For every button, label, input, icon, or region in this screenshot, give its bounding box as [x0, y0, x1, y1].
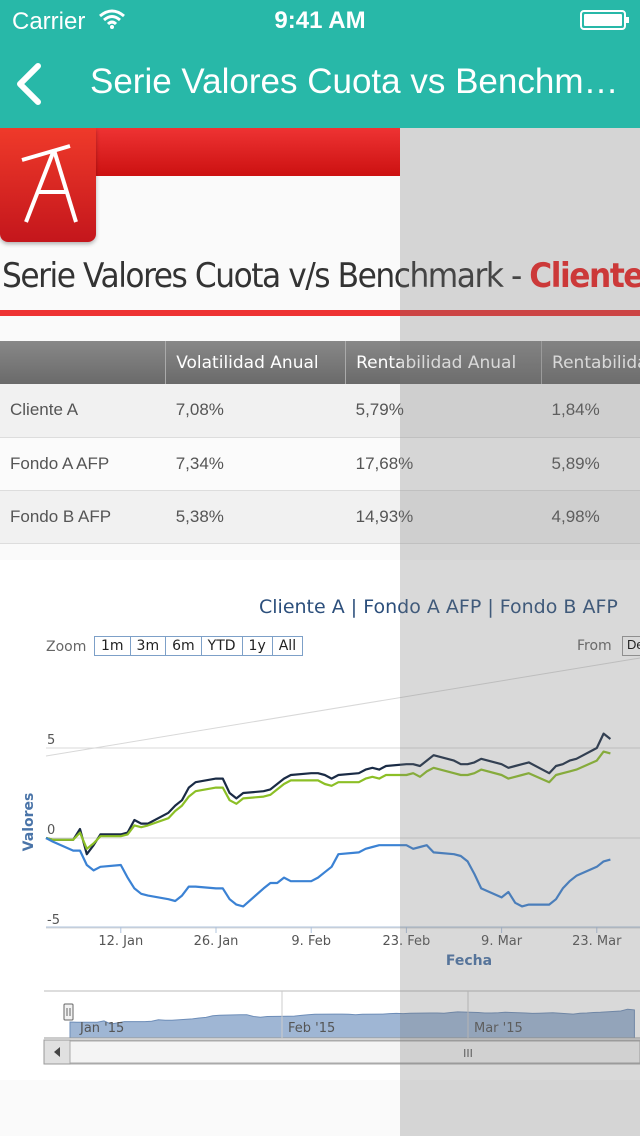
clock: 9:41 AM [274, 7, 366, 34]
zoom-3m-button[interactable]: 3m [129, 636, 167, 656]
x-tick-label: 12. Jan [98, 934, 143, 949]
table-header-cell: Rentabilidad [541, 341, 640, 384]
series-line-2 [45, 750, 611, 850]
chart-title: Cliente A | Fondo A AFP | Fondo B AFP [259, 596, 618, 618]
x-tick-label: 23. Feb [382, 934, 430, 949]
zoom-ytd-button[interactable]: YTD [200, 636, 243, 656]
zoom-1m-button[interactable]: 1m [94, 636, 131, 656]
table-cell: 5,79% [345, 384, 542, 438]
y-axis-ticks: 5 0 -5 [47, 733, 60, 928]
afp-logo-icon [0, 128, 96, 242]
navigator-month-label: Jan '15 [79, 1021, 124, 1036]
y-tick-label: -5 [47, 913, 60, 928]
zoom-6m-button[interactable]: 6m [165, 636, 202, 656]
table-row: Fondo B AFP 5,38% 14,93% 4,98% [0, 490, 640, 544]
x-axis-ticks: 12. Jan 26. Jan 9. Feb 23. Feb 9. Mar 23. Mar [98, 927, 622, 949]
table-header-cell [0, 341, 167, 384]
status-bar: Carrier 9:41 AM [0, 0, 640, 40]
report-title-client: Cliente A [529, 256, 640, 296]
chart-series [45, 732, 612, 908]
table-cell: 5,89% [541, 437, 640, 491]
table-row: Fondo A AFP 7,34% 17,68% 5,89% [0, 437, 640, 491]
y-tick-label: 5 [47, 733, 55, 748]
battery-icon [580, 10, 629, 30]
from-date-input[interactable]: Dec [622, 636, 640, 656]
navigator-month-label: Mar '15 [474, 1021, 523, 1036]
zoom-all-button[interactable]: All [271, 636, 304, 656]
zoom-label: Zoom [46, 639, 87, 655]
header-red-bar [96, 128, 400, 176]
report-title: Serie Valores Cuota v/s Benchmark - Clie… [2, 256, 640, 296]
scrollbar-thumb[interactable] [69, 1040, 640, 1064]
wifi-icon [99, 9, 125, 29]
series-line-3 [45, 837, 611, 908]
y-tick-label: 0 [47, 823, 55, 838]
navigator-series-area [69, 1008, 635, 1039]
back-chevron-icon[interactable] [12, 60, 48, 108]
table-cell: 7,08% [165, 384, 346, 438]
table-header-row: Volatilidad Anual Rentabilidad Anual Ren… [0, 341, 640, 384]
table-cell: 1,84% [541, 384, 640, 438]
from-label: From [577, 638, 612, 654]
report-title-text: Serie Valores Cuota v/s Benchmark - [2, 256, 530, 296]
carrier-label: Carrier [12, 8, 86, 35]
table-cell: 14,93% [345, 490, 542, 544]
gridline [45, 657, 640, 757]
navigation-bar: Serie Valores Cuota vs Benchmark [0, 40, 640, 128]
x-tick-label: 9. Mar [481, 934, 523, 949]
table-cell: 5,38% [165, 490, 346, 544]
table-header-cell: Rentabilidad Anual [345, 341, 543, 384]
chart-gridlines [45, 657, 640, 929]
report-webview[interactable]: Serie Valores Cuota v/s Benchmark - Clie… [0, 128, 640, 1136]
table-cell: Fondo B AFP [0, 490, 166, 544]
chart-plot-area: 5 0 -5 12. Jan 26. Jan 9. Feb 23. Feb 9. Mar 23… [21, 657, 640, 1065]
zoom-button-group: 1m 3m 6m YTD 1y All [94, 636, 304, 656]
x-tick-label: 26. Jan [194, 934, 239, 949]
navigator-handle-left[interactable] [63, 1003, 74, 1021]
stats-table: Volatilidad Anual Rentabilidad Anual Ren… [0, 341, 640, 544]
scroll-left-arrow-icon [54, 1047, 60, 1057]
table-cell: 7,34% [165, 437, 346, 491]
x-axis-title: Fecha [446, 953, 492, 969]
title-divider [0, 310, 640, 316]
table-header-cell: Volatilidad Anual [165, 341, 347, 384]
table-cell: Cliente A [0, 384, 166, 438]
series-line-1 [45, 732, 612, 856]
table-cell: 17,68% [345, 437, 542, 491]
table-cell: 4,98% [541, 490, 640, 544]
navigator-month-label: Feb '15 [288, 1021, 335, 1036]
zoom-1y-button[interactable]: 1y [241, 636, 273, 656]
x-tick-label: 23. Mar [572, 934, 622, 949]
table-cell: Fondo A AFP [0, 437, 166, 491]
scrollbar-grip: III [463, 1047, 473, 1060]
table-row: Cliente A 7,08% 5,79% 1,84% [0, 384, 640, 438]
navigator-scrollbar[interactable]: III [43, 1039, 640, 1065]
nav-title: Serie Valores Cuota vs Benchmark [90, 62, 620, 101]
x-tick-label: 9. Feb [291, 934, 331, 949]
range-navigator[interactable]: Jan '15 Feb '15 Mar '15 [44, 990, 640, 1039]
y-axis-title: Valores [21, 793, 37, 852]
stock-chart[interactable]: Cliente A | Fondo A AFP | Fondo B AFP Zo… [0, 560, 640, 1080]
